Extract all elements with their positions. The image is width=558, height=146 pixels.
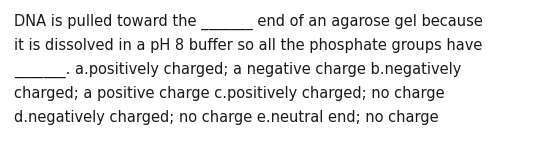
Text: DNA is pulled toward the _______ end of an agarose gel because: DNA is pulled toward the _______ end of … (14, 14, 483, 30)
Text: _______. a.positively charged; a negative charge b.negatively: _______. a.positively charged; a negativ… (14, 62, 461, 78)
Text: d.negatively charged; no charge e.neutral end; no charge: d.negatively charged; no charge e.neutra… (14, 110, 439, 125)
Text: charged; a positive charge c.positively charged; no charge: charged; a positive charge c.positively … (14, 86, 445, 101)
Text: it is dissolved in a pH 8 buffer so all the phosphate groups have: it is dissolved in a pH 8 buffer so all … (14, 38, 482, 53)
